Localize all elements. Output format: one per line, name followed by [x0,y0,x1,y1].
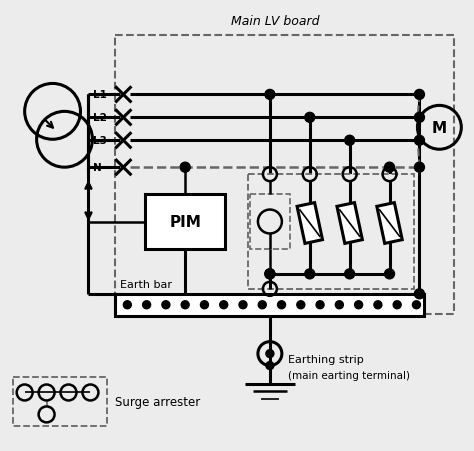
Text: N: N [93,163,102,173]
Circle shape [414,90,424,100]
Bar [115,36,455,314]
Circle shape [265,269,275,279]
Circle shape [384,163,394,173]
Circle shape [374,301,382,309]
Circle shape [297,301,305,309]
Text: M: M [432,120,447,135]
Text: Earth bar: Earth bar [120,279,173,289]
Circle shape [266,362,274,370]
Circle shape [143,301,151,309]
Circle shape [316,301,324,309]
Circle shape [345,269,355,279]
Bar [115,294,424,316]
Circle shape [336,301,343,309]
Text: (main earting terminal): (main earting terminal) [288,370,410,380]
Circle shape [239,301,247,309]
Bar [13,377,108,427]
Circle shape [305,113,315,123]
Bar [337,203,362,244]
Circle shape [258,301,266,309]
Bar [297,203,322,244]
Circle shape [412,301,420,309]
Text: L3: L3 [93,136,107,146]
Circle shape [355,301,363,309]
Circle shape [414,113,424,123]
Bar [250,195,290,249]
Circle shape [414,163,424,173]
Circle shape [305,269,315,279]
Circle shape [123,301,131,309]
Circle shape [414,136,424,146]
Text: L2: L2 [93,113,107,123]
Circle shape [162,301,170,309]
Circle shape [180,163,190,173]
Circle shape [265,90,275,100]
Bar [146,195,225,249]
Circle shape [201,301,209,309]
Circle shape [220,301,228,309]
Text: Surge arrester: Surge arrester [115,395,201,408]
Circle shape [384,269,394,279]
Circle shape [265,269,275,279]
Text: Earthing strip: Earthing strip [288,354,364,364]
Text: Main LV board: Main LV board [231,14,319,28]
Circle shape [181,301,189,309]
Circle shape [345,136,355,146]
Text: L1: L1 [93,90,107,100]
Circle shape [266,350,274,358]
Circle shape [278,301,285,309]
Bar [377,203,402,244]
Bar [248,175,414,289]
Text: PIM: PIM [169,215,201,230]
Circle shape [393,301,401,309]
Circle shape [414,289,424,299]
